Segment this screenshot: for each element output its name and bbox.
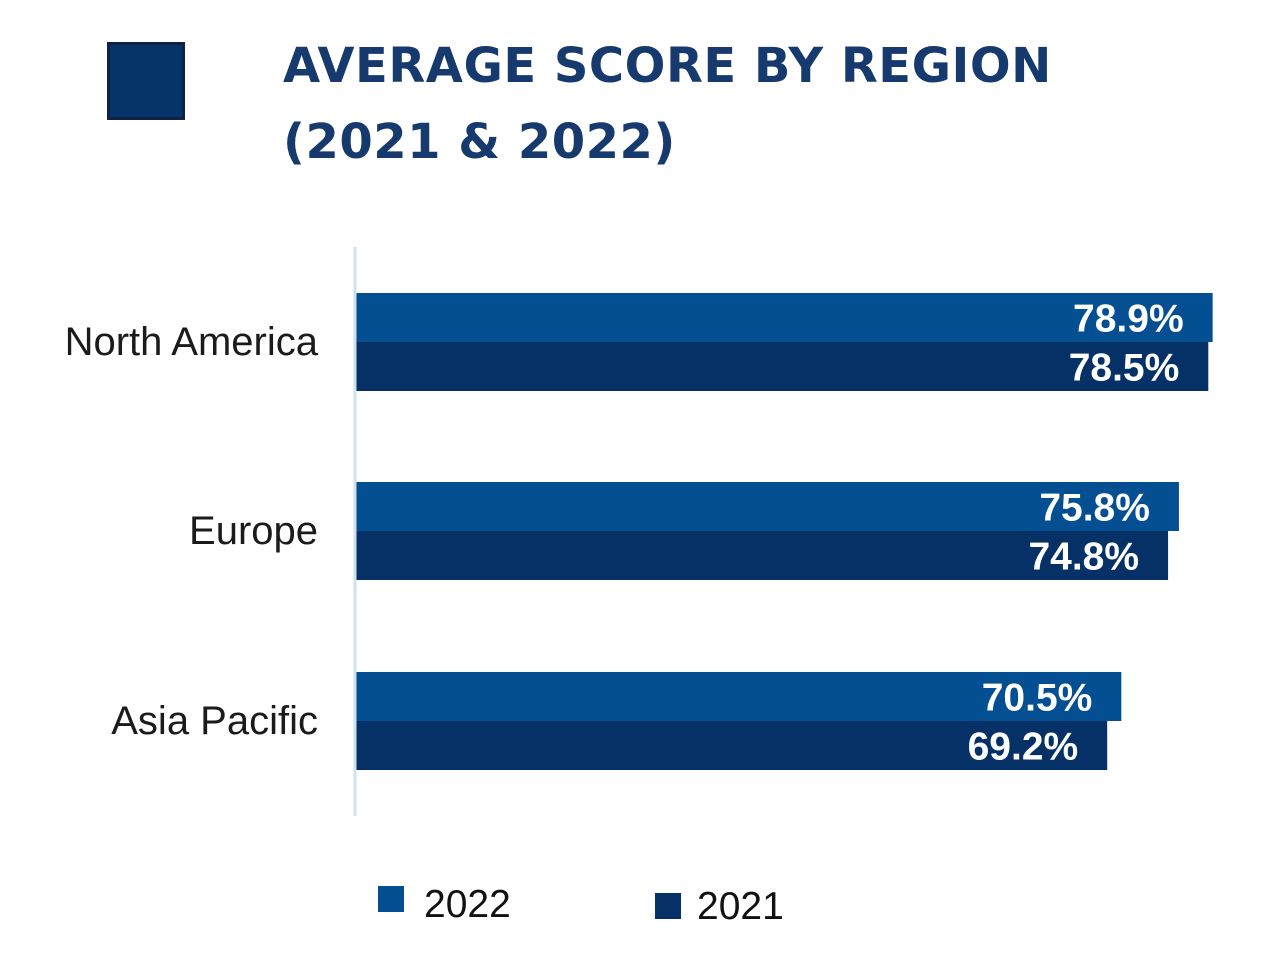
data-label-2022-2: 70.5% xyxy=(982,677,1093,720)
data-label-2021-1: 74.8% xyxy=(1028,536,1139,579)
data-label-2022-1: 75.8% xyxy=(1039,487,1150,530)
chart-title: AVERAGE SCORE BY REGION (2021 & 2022) xyxy=(283,28,1052,180)
logo-square xyxy=(107,42,185,120)
data-label-2021-2: 69.2% xyxy=(968,726,1079,769)
bar-2021-1 xyxy=(355,531,1169,580)
category-label-2: Asia Pacific xyxy=(111,699,318,743)
bar-2022-0 xyxy=(355,293,1213,342)
legend-label-2021: 2021 xyxy=(697,885,784,928)
data-label-2021-0: 78.5% xyxy=(1069,347,1180,390)
chart-title-line-2: (2021 & 2022) xyxy=(283,114,676,170)
category-label-1: Europe xyxy=(189,509,318,553)
bar-2022-1 xyxy=(355,482,1179,531)
data-label-2022-0: 78.9% xyxy=(1073,298,1184,341)
legend-label-2022: 2022 xyxy=(424,883,511,926)
bar-2021-0 xyxy=(355,342,1209,391)
legend-swatch-2021 xyxy=(655,893,681,919)
bar-2022-2 xyxy=(355,672,1122,721)
bar-2021-2 xyxy=(355,721,1108,770)
chart-title-line-1: AVERAGE SCORE BY REGION xyxy=(283,38,1052,94)
legend-swatch-2022 xyxy=(378,886,404,912)
category-label-0: North America xyxy=(65,320,319,364)
